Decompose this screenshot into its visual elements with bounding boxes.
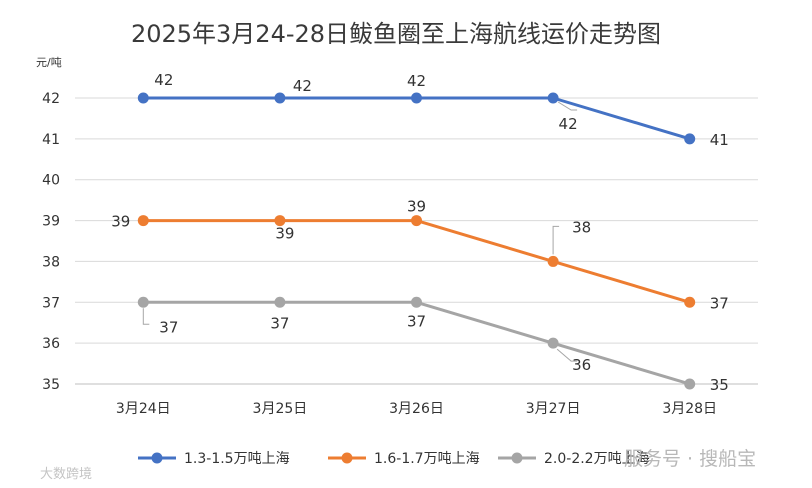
y-tick-label: 40 — [42, 173, 60, 189]
x-tick-label: 3月26日 — [389, 401, 444, 417]
y-axis-unit: 元/吨 — [36, 56, 62, 69]
data-label: 42 — [293, 77, 312, 95]
data-point — [547, 92, 559, 104]
series-group: 42 42 42 42 41 39 39 39 38 37 37 37 37 36 35 — [111, 71, 729, 394]
data-point — [411, 215, 422, 227]
data-label: 41 — [710, 131, 729, 149]
data-label: 38 — [572, 218, 591, 236]
data-point — [274, 92, 286, 104]
legend-marker — [341, 452, 353, 464]
legend-label: 1.3-1.5万吨上海 — [184, 451, 290, 467]
watermark-brand: 大数跨境 — [40, 467, 92, 482]
series-1: 42 42 42 42 41 — [137, 71, 729, 149]
y-tick-label: 42 — [42, 91, 60, 107]
watermark-service-account: 服务号 · 搜船宝 — [624, 448, 756, 470]
data-point — [547, 337, 559, 349]
data-point — [411, 92, 422, 104]
data-label: 39 — [407, 198, 426, 216]
data-label: 42 — [407, 72, 426, 90]
data-label: 37 — [159, 318, 178, 336]
legend-item-2: 1.6-1.7万吨上海 — [328, 451, 480, 467]
legend: 1.3-1.5万吨上海 1.6-1.7万吨上海 2.0-2.2万吨上海 — [138, 451, 650, 467]
data-point — [137, 92, 149, 104]
data-label: 37 — [710, 294, 729, 312]
y-tick-label: 39 — [42, 214, 60, 230]
watermarks: 服务号 · 搜船宝 大数跨境 — [40, 448, 756, 482]
legend-marker — [511, 452, 523, 464]
legend-item-3: 2.0-2.2万吨上海 — [498, 451, 650, 467]
y-tick-label: 36 — [42, 336, 60, 352]
data-label: 39 — [275, 225, 294, 243]
legend-marker — [151, 452, 163, 464]
x-tick-label: 3月28日 — [662, 401, 717, 417]
x-axis-ticks: 3月24日 3月25日 3月26日 3月27日 3月28日 — [116, 401, 717, 417]
x-tick-label: 3月24日 — [116, 401, 171, 417]
x-tick-label: 3月25日 — [253, 401, 308, 417]
legend-item-1: 1.3-1.5万吨上海 — [138, 451, 290, 467]
data-label-leader — [552, 225, 560, 255]
data-point — [547, 255, 559, 267]
y-tick-label: 38 — [42, 254, 60, 270]
data-label: 39 — [111, 213, 130, 231]
legend-label: 2.0-2.2万吨上海 — [544, 451, 650, 467]
data-label-leader — [556, 348, 578, 362]
data-point — [684, 296, 696, 308]
x-tick-label: 3月27日 — [526, 401, 581, 417]
data-point — [411, 296, 422, 308]
data-point — [274, 296, 286, 308]
data-label-leader — [557, 101, 578, 111]
data-label: 42 — [559, 115, 578, 133]
y-axis-ticks: 35 36 37 38 39 40 41 42 — [42, 91, 60, 393]
data-label: 37 — [270, 314, 289, 332]
y-tick-label: 41 — [42, 132, 60, 148]
data-label: 36 — [572, 356, 591, 374]
gridlines — [75, 97, 758, 385]
data-point — [137, 215, 149, 227]
legend-label: 1.6-1.7万吨上海 — [374, 451, 480, 467]
data-point — [684, 133, 696, 145]
y-tick-label: 37 — [42, 295, 60, 311]
series-2: 39 39 39 38 37 — [111, 198, 729, 313]
data-point — [274, 215, 286, 227]
series-3: 37 37 37 36 35 — [137, 296, 729, 394]
y-tick-label: 35 — [42, 377, 60, 393]
data-label-leader — [142, 308, 150, 325]
data-point — [137, 296, 149, 308]
series-line — [141, 96, 692, 141]
data-label: 37 — [407, 312, 426, 330]
data-label: 42 — [154, 71, 173, 89]
data-point — [684, 378, 696, 390]
chart-title: 2025年3月24-28日鲅鱼圈至上海航线运价走势图 — [131, 20, 661, 48]
data-label: 35 — [710, 376, 729, 394]
